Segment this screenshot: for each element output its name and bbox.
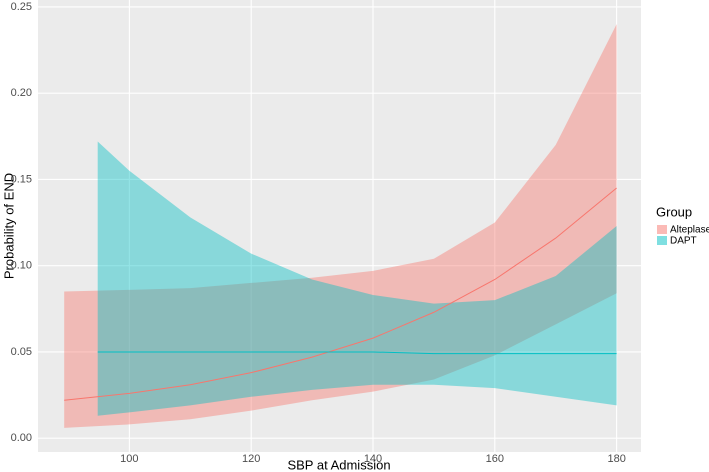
confidence-band bbox=[64, 24, 617, 428]
y-axis-title: Probability of END bbox=[1, 173, 16, 279]
legend-key bbox=[657, 236, 667, 245]
x-tick-label: 180 bbox=[607, 453, 625, 465]
legend-title: Group bbox=[656, 204, 692, 219]
x-axis-title: SBP at Admission bbox=[287, 457, 390, 472]
y-tick-label: 0.20 bbox=[11, 87, 32, 99]
y-tick-label: 0.10 bbox=[11, 260, 32, 272]
x-tick-label: 160 bbox=[486, 453, 504, 465]
y-tick-label: 0.25 bbox=[11, 1, 32, 13]
x-tick-label: 100 bbox=[120, 453, 138, 465]
x-tick-label: 140 bbox=[364, 453, 382, 465]
confidence-band bbox=[97, 141, 617, 416]
line bbox=[64, 187, 617, 401]
x-tick-label: 120 bbox=[242, 453, 260, 465]
plot-panel bbox=[38, 0, 641, 452]
legend-text: DAPT bbox=[670, 236, 697, 247]
y-tick-label: 0.05 bbox=[11, 346, 32, 358]
y-tick-label: 0.00 bbox=[11, 432, 32, 444]
line bbox=[97, 351, 617, 355]
y-tick-label: 0.15 bbox=[11, 173, 32, 185]
legend-key bbox=[657, 225, 667, 234]
legend-text: Alteplase bbox=[670, 225, 709, 236]
